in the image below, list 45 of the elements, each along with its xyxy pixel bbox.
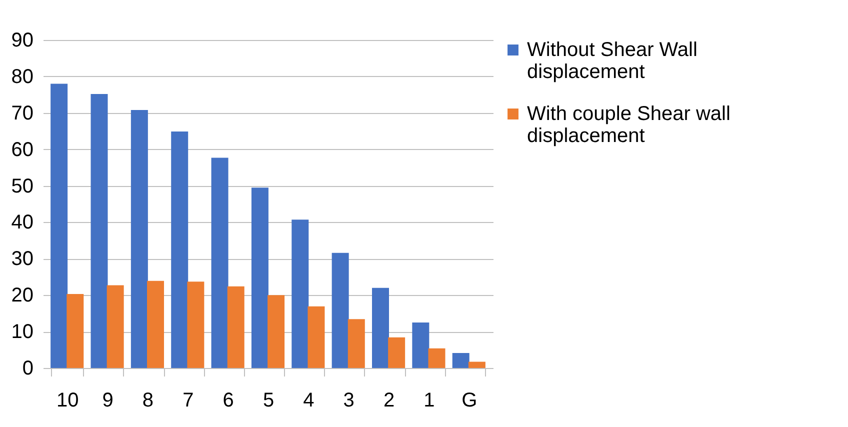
y-tick-label: 20 [11,284,34,307]
x-tick-label: 4 [303,390,314,412]
y-tick-label: 10 [11,321,34,344]
x-tick-label: 7 [182,390,194,412]
bar [428,348,446,368]
x-tick-label: 6 [222,390,234,412]
bar [211,158,228,368]
bar [66,294,84,368]
bar [50,84,68,368]
bar [251,188,268,368]
y-tick-label: 0 [22,358,34,380]
bar [227,286,244,368]
y-tick-label: 60 [11,138,34,161]
x-tick-label: 8 [142,390,154,412]
bar [372,288,389,368]
x-tick-label: 5 [262,390,274,412]
x-tick-label: 3 [343,390,354,412]
x-tick-label: 10 [56,390,79,412]
x-tick-label: 2 [383,390,395,412]
y-tick-label: 70 [11,102,34,124]
y-tick-label: 50 [11,175,34,198]
y-tick-label: 90 [11,30,34,52]
legend-label: With couple Shear wall displacement [527,103,730,147]
bar [268,295,285,368]
bar [106,285,124,368]
legend-label: Without Shear Wall displacement [527,39,698,83]
bar [187,282,204,368]
y-tick-label: 30 [11,248,34,270]
y-tick-label: 80 [11,66,34,88]
bar [332,252,349,368]
x-tick-label: 9 [102,390,114,412]
bar [468,362,486,368]
bar [412,322,430,368]
bar [388,337,406,368]
bar [292,220,309,368]
x-tick-label: 1 [424,390,435,412]
y-tick-label: 40 [11,212,34,234]
x-tick-label: G [462,390,478,412]
bar [452,353,470,368]
bar [130,110,148,368]
bar [171,131,188,368]
bar [90,94,108,368]
bar [308,306,325,368]
bar [147,280,164,368]
bar [348,319,365,368]
